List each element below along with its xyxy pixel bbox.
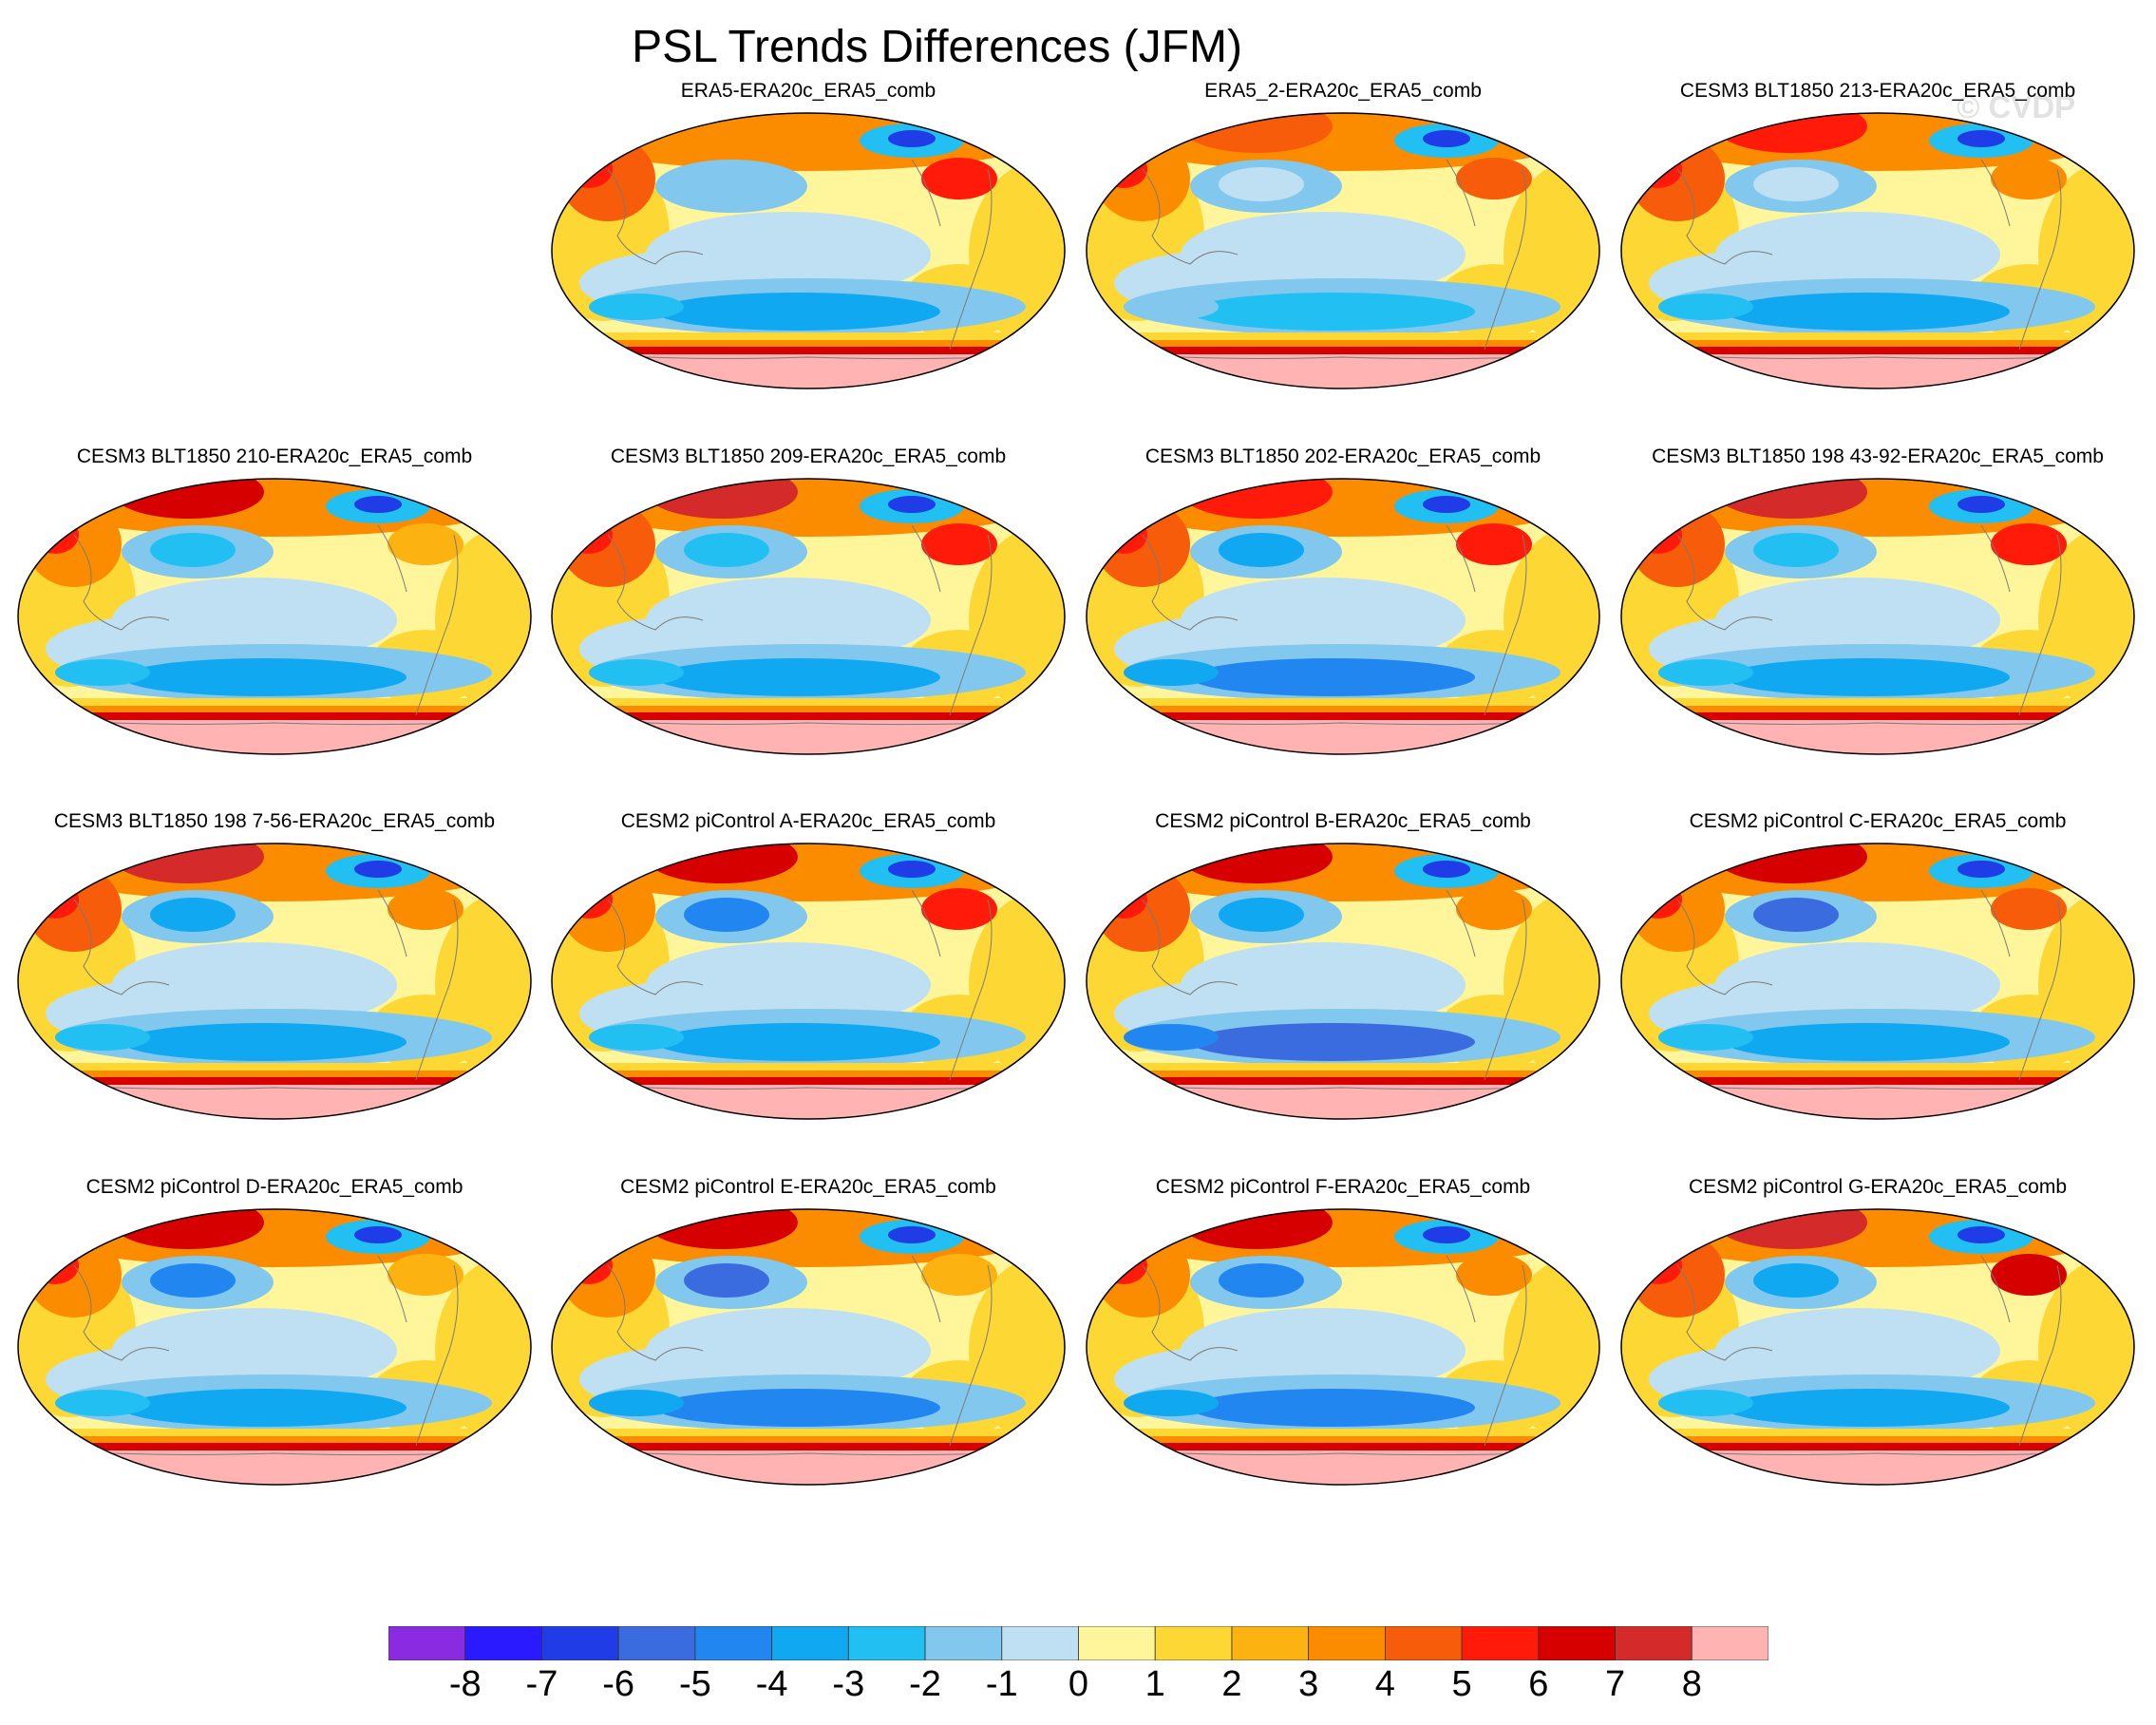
map-panel: ERA5_2-ERA20c_ERA5_comb bbox=[1076, 80, 1610, 441]
colorbar-tick-label: 0 bbox=[1068, 1664, 1089, 1704]
colorbar-swatch bbox=[771, 1626, 849, 1660]
colorbar-swatch bbox=[1384, 1626, 1463, 1660]
colorbar-swatch bbox=[924, 1626, 1003, 1660]
colorbar-swatch bbox=[388, 1626, 466, 1660]
map-panel: CESM2 piControl B-ERA20c_ERA5_comb bbox=[1076, 810, 1610, 1171]
colorbar-tick-label: -2 bbox=[909, 1664, 941, 1704]
map-panel: CESM3 BLT1850 210-ERA20c_ERA5_comb bbox=[8, 445, 541, 806]
panel-title: CESM3 BLT1850 209-ERA20c_ERA5_comb bbox=[610, 445, 1007, 467]
colorbar-tick-label: -4 bbox=[755, 1664, 788, 1704]
robinson-map bbox=[1086, 112, 1600, 389]
colorbar-tick-label: -8 bbox=[448, 1664, 482, 1704]
colorbar-tick-label: 3 bbox=[1298, 1664, 1319, 1704]
colorbar-swatch bbox=[694, 1626, 773, 1660]
robinson-map bbox=[551, 843, 1066, 1120]
colorbar-swatch bbox=[1154, 1626, 1233, 1660]
colorbar-swatch bbox=[1691, 1626, 1768, 1660]
panel-title: CESM3 BLT1850 210-ERA20c_ERA5_comb bbox=[76, 445, 473, 467]
panel-title: ERA5_2-ERA20c_ERA5_comb bbox=[1204, 80, 1482, 102]
colorbar-swatch bbox=[1615, 1626, 1693, 1660]
robinson-map bbox=[551, 112, 1066, 389]
colorbar-tick-label: 4 bbox=[1374, 1664, 1395, 1704]
robinson-map bbox=[17, 1208, 532, 1486]
robinson-map bbox=[17, 478, 532, 755]
colorbar-tick-label: 1 bbox=[1144, 1664, 1165, 1704]
robinson-map bbox=[551, 1208, 1066, 1486]
colorbar-tick-label: -1 bbox=[985, 1664, 1018, 1704]
colorbar-tick-label: 6 bbox=[1528, 1664, 1549, 1704]
panel-title: CESM2 piControl F-ERA20c_ERA5_comb bbox=[1155, 1176, 1531, 1198]
robinson-map bbox=[1620, 843, 2135, 1120]
colorbar bbox=[388, 1626, 1768, 1660]
map-panel: CESM2 piControl G-ERA20c_ERA5_comb bbox=[1611, 1176, 2145, 1537]
colorbar-swatch bbox=[464, 1626, 542, 1660]
map-panel: CESM3 BLT1850 213-ERA20c_ERA5_comb bbox=[1611, 80, 2145, 441]
map-panel: CESM2 piControl A-ERA20c_ERA5_comb bbox=[541, 810, 1075, 1171]
panel-title: CESM3 BLT1850 213-ERA20c_ERA5_comb bbox=[1679, 80, 2076, 102]
colorbar-tick-label: 5 bbox=[1451, 1664, 1472, 1704]
panel-title: CESM2 piControl B-ERA20c_ERA5_comb bbox=[1155, 810, 1531, 832]
map-panel: CESM3 BLT1850 198 43-92-ERA20c_ERA5_comb bbox=[1611, 445, 2145, 806]
map-panel: ERA5-ERA20c_ERA5_comb bbox=[541, 80, 1075, 441]
robinson-map bbox=[1620, 1208, 2135, 1486]
map-panel: CESM2 piControl D-ERA20c_ERA5_comb bbox=[8, 1176, 541, 1537]
panel-title: CESM2 piControl E-ERA20c_ERA5_comb bbox=[620, 1176, 996, 1198]
robinson-map bbox=[1620, 112, 2135, 389]
panel-title: CESM2 piControl G-ERA20c_ERA5_comb bbox=[1689, 1176, 2067, 1198]
colorbar-tick-label: -6 bbox=[602, 1664, 635, 1704]
robinson-map bbox=[1086, 478, 1600, 755]
panel-title: CESM2 piControl C-ERA20c_ERA5_comb bbox=[1689, 810, 2067, 832]
colorbar-tick-label: -5 bbox=[678, 1664, 711, 1704]
colorbar-tick-label: -3 bbox=[832, 1664, 865, 1704]
robinson-map bbox=[1620, 478, 2135, 755]
colorbar-swatch bbox=[1538, 1626, 1616, 1660]
robinson-map bbox=[551, 478, 1066, 755]
panel-title: CESM3 BLT1850 198 7-56-ERA20c_ERA5_comb bbox=[53, 810, 496, 832]
colorbar-swatch bbox=[541, 1626, 619, 1660]
colorbar-swatch bbox=[1461, 1626, 1540, 1660]
robinson-map bbox=[1086, 843, 1600, 1120]
figure-title: PSL Trends Differences (JFM) bbox=[632, 22, 1242, 72]
watermark: © CVDP bbox=[1957, 89, 2076, 124]
map-panel: CESM3 BLT1850 198 7-56-ERA20c_ERA5_comb bbox=[8, 810, 541, 1171]
panel-title: CESM3 BLT1850 198 43-92-ERA20c_ERA5_comb bbox=[1652, 445, 2104, 467]
colorbar-swatch bbox=[1231, 1626, 1310, 1660]
map-panel: CESM2 piControl F-ERA20c_ERA5_comb bbox=[1076, 1176, 1610, 1537]
colorbar-swatch bbox=[847, 1626, 926, 1660]
colorbar-swatch bbox=[617, 1626, 696, 1660]
map-panel: CESM3 BLT1850 202-ERA20c_ERA5_comb bbox=[1076, 445, 1610, 806]
panel-title: CESM2 piControl A-ERA20c_ERA5_comb bbox=[620, 810, 996, 832]
colorbar-swatch bbox=[1001, 1626, 1079, 1660]
panel-title: CESM2 piControl D-ERA20c_ERA5_comb bbox=[85, 1176, 463, 1198]
colorbar-swatch bbox=[1078, 1626, 1156, 1660]
panel-title: CESM3 BLT1850 202-ERA20c_ERA5_comb bbox=[1144, 445, 1541, 467]
map-panel: CESM2 piControl C-ERA20c_ERA5_comb bbox=[1611, 810, 2145, 1171]
colorbar-tick-label: 8 bbox=[1681, 1664, 1702, 1704]
map-panel: CESM3 BLT1850 209-ERA20c_ERA5_comb bbox=[541, 445, 1075, 806]
robinson-map bbox=[17, 843, 532, 1120]
panel-title: ERA5-ERA20c_ERA5_comb bbox=[680, 80, 936, 102]
colorbar-tick-label: -7 bbox=[525, 1664, 558, 1704]
robinson-map bbox=[1086, 1208, 1600, 1486]
colorbar-tick-label: 2 bbox=[1221, 1664, 1242, 1704]
colorbar-tick-label: 7 bbox=[1604, 1664, 1626, 1704]
map-panel: CESM2 piControl E-ERA20c_ERA5_comb bbox=[541, 1176, 1075, 1537]
colorbar-swatch bbox=[1308, 1626, 1386, 1660]
